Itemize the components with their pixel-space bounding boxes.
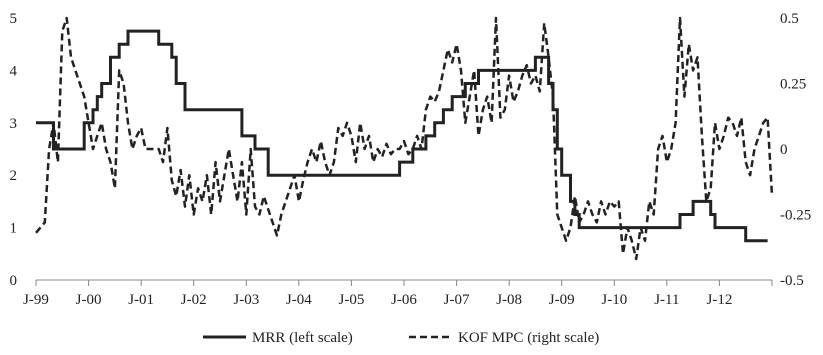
- left-tick-label: 2: [10, 168, 18, 184]
- x-tick-label: J-03: [233, 292, 259, 308]
- right-tick-label: 0.25: [780, 77, 806, 93]
- series-line-kof-mpc: [35, 16, 774, 261]
- right-tick-label: 0.5: [780, 11, 799, 27]
- x-tick-label: J-10: [601, 292, 627, 308]
- series-line-mrr: [36, 29, 768, 243]
- left-tick-label: 4: [10, 63, 18, 79]
- left-tick-label: 0: [10, 273, 18, 289]
- x-tick-label: J-01: [128, 292, 154, 308]
- axes-layer: J-99 J-00 J-01 J-02 J-03 J-04 J-05 J-06 J-07 J-08…: [10, 11, 812, 308]
- legend: MRR (left scale) KOF MPC (right scale): [203, 330, 599, 346]
- x-tick-label: J-09: [549, 292, 575, 308]
- x-tick-label: J-02: [181, 292, 207, 308]
- x-tick-label: J-99: [23, 292, 49, 308]
- x-tick-label: J-08: [496, 292, 522, 308]
- right-tick-label: 0: [780, 142, 788, 158]
- x-tick-label: J-11: [654, 292, 679, 308]
- legend-label-mrr: MRR (left scale): [252, 330, 353, 346]
- legend-label-kof-mpc: KOF MPC (right scale): [458, 330, 599, 346]
- x-tick-label: J-00: [76, 292, 102, 308]
- x-tick-label: J-06: [391, 292, 417, 308]
- series-layer: [35, 16, 774, 261]
- left-tick-label: 1: [10, 221, 18, 237]
- x-tick-label: J-04: [286, 292, 312, 308]
- right-tick-label: -0.25: [780, 208, 811, 224]
- left-tick-label: 3: [10, 116, 18, 132]
- x-tick-label: J-12: [707, 292, 733, 308]
- x-tick-label: J-07: [444, 292, 470, 308]
- x-tick-label: J-05: [339, 292, 365, 308]
- right-tick-label: -0.5: [780, 273, 804, 289]
- left-tick-label: 5: [10, 11, 18, 27]
